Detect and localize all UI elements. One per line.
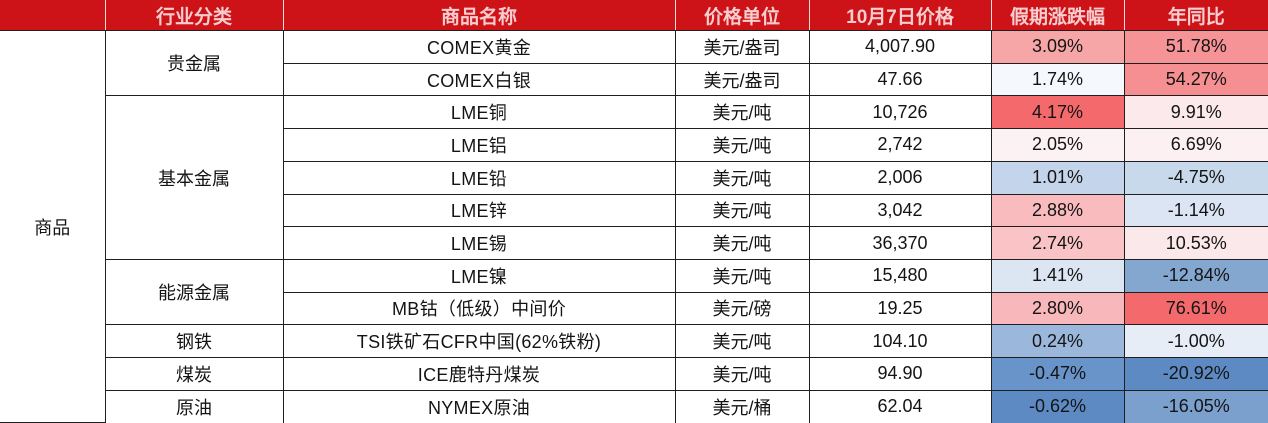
holiday-change-cell: 1.01% <box>990 160 1125 195</box>
table-row: COMEX白银 美元/盎司 47.66 1.74% 54.27% <box>0 62 1268 97</box>
price-cell: 2,006 <box>808 160 992 195</box>
price-cell: 4,007.90 <box>808 30 992 64</box>
table-row: LME锡 美元/吨 36,370 2.74% 10.53% <box>0 226 1268 260</box>
unit-cell: 美元/盎司 <box>674 30 810 64</box>
holiday-change-cell: 2.05% <box>990 128 1125 162</box>
col-header-unit: 价格单位 <box>674 0 810 31</box>
table-row: 原油 NYMEX原油 美元/桶 62.04 -0.62% -16.05% <box>0 389 1268 423</box>
commodity-name-cell: LME镍 <box>282 258 676 293</box>
col-header-price: 10月7日价格 <box>808 0 992 31</box>
commodity-name-cell: ICE鹿特丹煤炭 <box>282 357 676 391</box>
price-cell: 94.90 <box>808 357 992 391</box>
commodity-name-cell: TSI铁矿石CFR中国(62%铁粉) <box>282 324 676 359</box>
table-row: 煤炭 ICE鹿特丹煤炭 美元/吨 94.90 -0.47% -20.92% <box>0 357 1268 391</box>
table-row: 能源金属 LME镍 美元/吨 15,480 1.41% -12.84% <box>0 258 1268 326</box>
table-row: MB钴（低级）中间价 美元/磅 19.25 2.80% 76.61% <box>0 291 1268 326</box>
commodity-name-cell: LME铅 <box>282 160 676 195</box>
yoy-cell: -4.75% <box>1123 160 1268 195</box>
col-header-industry: 行业分类 <box>104 0 284 31</box>
yoy-cell: -16.05% <box>1123 389 1268 423</box>
table-row: LME铝 美元/吨 2,742 2.05% 6.69% <box>0 128 1268 162</box>
unit-cell: 美元/吨 <box>674 193 810 228</box>
category-crude-oil: 原油 <box>104 389 284 423</box>
price-cell: 19.25 <box>808 291 992 326</box>
unit-cell: 美元/吨 <box>674 226 810 260</box>
price-cell: 104.10 <box>808 324 992 359</box>
commodity-name-cell: LME铜 <box>282 95 676 130</box>
yoy-cell: -12.84% <box>1123 258 1268 293</box>
price-cell: 3,042 <box>808 193 992 228</box>
table-row: 钢铁 TSI铁矿石CFR中国(62%铁粉) 美元/吨 104.10 0.24% … <box>0 324 1268 359</box>
price-cell: 2,742 <box>808 128 992 162</box>
holiday-change-cell: 1.41% <box>990 258 1125 293</box>
commodity-name-cell: LME锡 <box>282 226 676 260</box>
corner-header-cell <box>0 0 106 31</box>
col-header-name: 商品名称 <box>282 0 676 31</box>
category-base-metals: 基本金属 <box>104 95 284 260</box>
commodity-name-cell: COMEX黄金 <box>282 30 676 64</box>
yoy-cell: 76.61% <box>1123 291 1268 326</box>
holiday-change-cell: -0.62% <box>990 389 1125 423</box>
unit-cell: 美元/吨 <box>674 160 810 195</box>
holiday-change-cell: 0.24% <box>990 324 1125 359</box>
unit-cell: 美元/吨 <box>674 324 810 359</box>
commodity-group-label: 商品 <box>0 30 106 423</box>
yoy-cell: 54.27% <box>1123 62 1268 97</box>
commodity-name-cell: MB钴（低级）中间价 <box>282 291 676 326</box>
price-cell: 10,726 <box>808 95 992 130</box>
price-cell: 47.66 <box>808 62 992 97</box>
unit-cell: 美元/桶 <box>674 389 810 423</box>
commodity-name-cell: COMEX白银 <box>282 62 676 97</box>
unit-cell: 美元/磅 <box>674 291 810 326</box>
table-row: 基本金属 LME铜 美元/吨 10,726 4.17% 9.91% <box>0 95 1268 260</box>
yoy-cell: 51.78% <box>1123 30 1268 64</box>
yoy-cell: 6.69% <box>1123 128 1268 162</box>
price-cell: 36,370 <box>808 226 992 260</box>
unit-cell: 美元/吨 <box>674 128 810 162</box>
yoy-cell: -20.92% <box>1123 357 1268 391</box>
category-energy-metals: 能源金属 <box>104 258 284 326</box>
commodity-name-cell: LME锌 <box>282 193 676 228</box>
unit-cell: 美元/盎司 <box>674 62 810 97</box>
commodity-name-cell: LME铝 <box>282 128 676 162</box>
col-header-holiday-change: 假期涨跌幅 <box>990 0 1125 31</box>
holiday-change-cell: 2.74% <box>990 226 1125 260</box>
holiday-change-cell: 2.88% <box>990 193 1125 228</box>
yoy-cell: 9.91% <box>1123 95 1268 130</box>
unit-cell: 美元/吨 <box>674 357 810 391</box>
category-precious-metals: 贵金属 <box>104 29 284 97</box>
price-cell: 15,480 <box>808 258 992 293</box>
yoy-cell: 10.53% <box>1123 226 1268 260</box>
yoy-cell: -1.14% <box>1123 193 1268 228</box>
holiday-change-cell: -0.47% <box>990 357 1125 391</box>
category-coal: 煤炭 <box>104 357 284 391</box>
holiday-change-cell: 1.74% <box>990 62 1125 97</box>
unit-cell: 美元/吨 <box>674 95 810 130</box>
price-cell: 62.04 <box>808 389 992 423</box>
yoy-cell: -1.00% <box>1123 324 1268 359</box>
holiday-change-cell: 3.09% <box>990 30 1125 64</box>
category-steel: 钢铁 <box>104 324 284 359</box>
table-row: 商品 贵金属 COMEX黄金 美元/盎司 4,007.90 3.09% 51.7… <box>0 29 1268 423</box>
col-header-yoy: 年同比 <box>1123 0 1268 31</box>
commodity-name-cell: NYMEX原油 <box>282 389 676 423</box>
holiday-change-cell: 4.17% <box>990 95 1125 130</box>
holiday-change-cell: 2.80% <box>990 291 1125 326</box>
header-row: 行业分类 商品名称 价格单位 10月7日价格 假期涨跌幅 年同比 <box>0 0 1268 31</box>
table-row: LME铅 美元/吨 2,006 1.01% -4.75% <box>0 160 1268 195</box>
unit-cell: 美元/吨 <box>674 258 810 293</box>
